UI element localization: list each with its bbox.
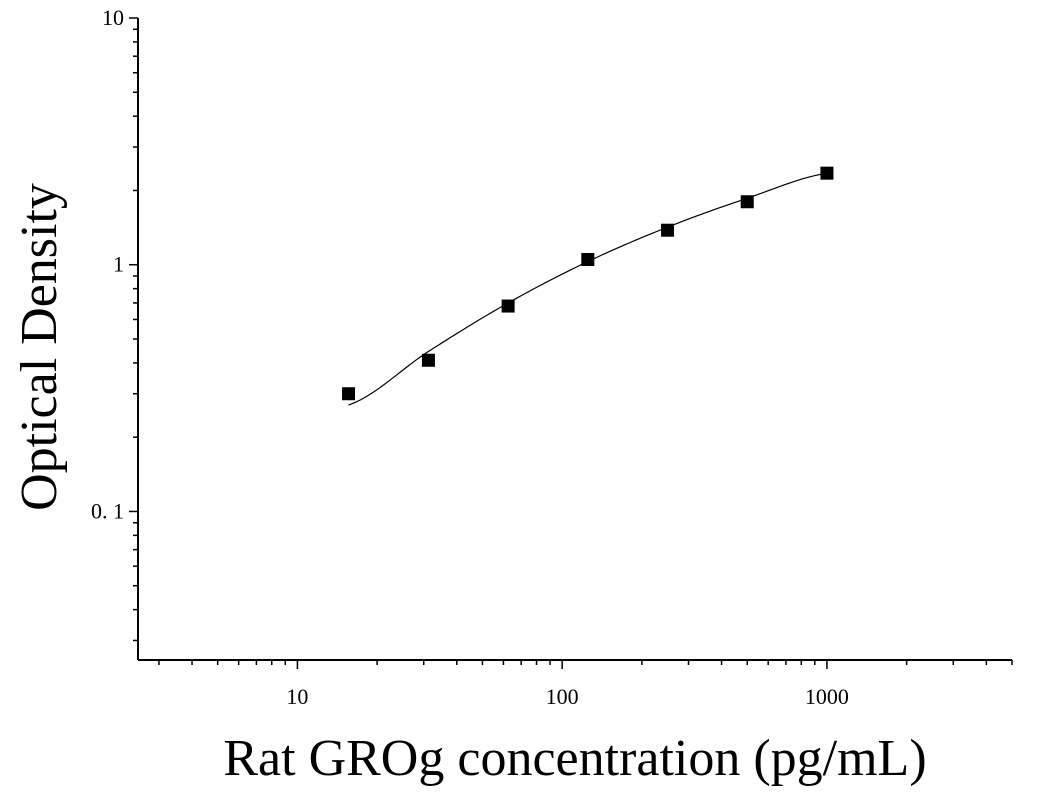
y-axis-title: Optical Density	[11, 183, 68, 511]
fit-curve-group	[348, 172, 828, 406]
data-point	[342, 387, 356, 401]
axes: 10 100 1000 0. 1 1 10	[91, 5, 1013, 709]
data-point	[501, 299, 515, 313]
fit-curve	[348, 172, 828, 406]
data-point	[421, 353, 435, 367]
y-tick-label: 10	[102, 5, 124, 30]
x-axis-title: Rat GROg concentration (pg/mL)	[223, 730, 926, 787]
data-points	[342, 166, 834, 401]
data-point	[581, 252, 595, 266]
data-point	[740, 195, 754, 209]
x-tick-label: 1000	[805, 684, 849, 709]
y-tick-label: 1	[113, 252, 124, 277]
data-point	[661, 223, 675, 237]
x-tick-label: 10	[286, 684, 308, 709]
y-tick-label: 0. 1	[91, 498, 124, 523]
x-tick-label: 100	[546, 684, 579, 709]
data-point	[820, 166, 834, 180]
